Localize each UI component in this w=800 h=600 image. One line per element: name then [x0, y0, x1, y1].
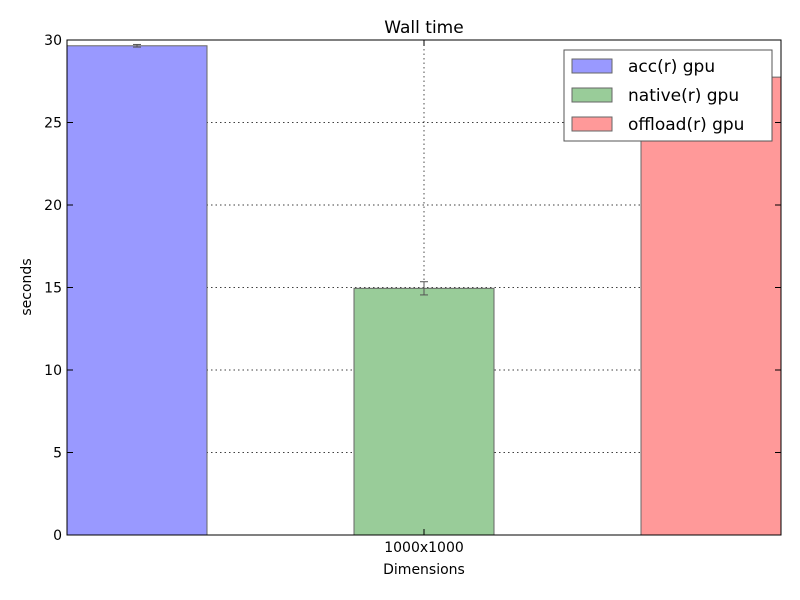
- y-tick-label: 15: [44, 281, 62, 297]
- chart-title: Wall time: [384, 18, 463, 38]
- legend: acc(r) gpu native(r) gpu offload(r) gpu: [563, 49, 773, 142]
- y-axis-label: seconds: [19, 258, 35, 315]
- legend-swatch-1: [571, 58, 613, 74]
- bar-2: [353, 287, 495, 536]
- x-tick-label: 1000x1000: [384, 540, 464, 556]
- x-axis-label: Dimensions: [383, 562, 465, 578]
- legend-label-3: offload(r) gpu: [628, 115, 744, 135]
- legend-label-1: acc(r) gpu: [628, 57, 715, 77]
- legend-swatch-2: [571, 87, 613, 103]
- legend-label-2: native(r) gpu: [628, 86, 739, 106]
- y-tick-label: 30: [44, 33, 62, 49]
- legend-swatch-3: [571, 116, 613, 132]
- y-tick-label: 10: [44, 363, 62, 379]
- x-axis-ticks: 1000x1000: [384, 40, 464, 556]
- y-axis-ticks: 0 5 10 15 20 25 30: [44, 33, 781, 544]
- y-tick-label: 0: [53, 528, 62, 544]
- bars: [66, 45, 782, 536]
- y-tick-label: 20: [44, 198, 62, 214]
- bar-1: [66, 45, 208, 536]
- y-tick-label: 5: [53, 446, 62, 462]
- y-tick-label: 25: [44, 116, 62, 132]
- bar-3: [640, 76, 782, 536]
